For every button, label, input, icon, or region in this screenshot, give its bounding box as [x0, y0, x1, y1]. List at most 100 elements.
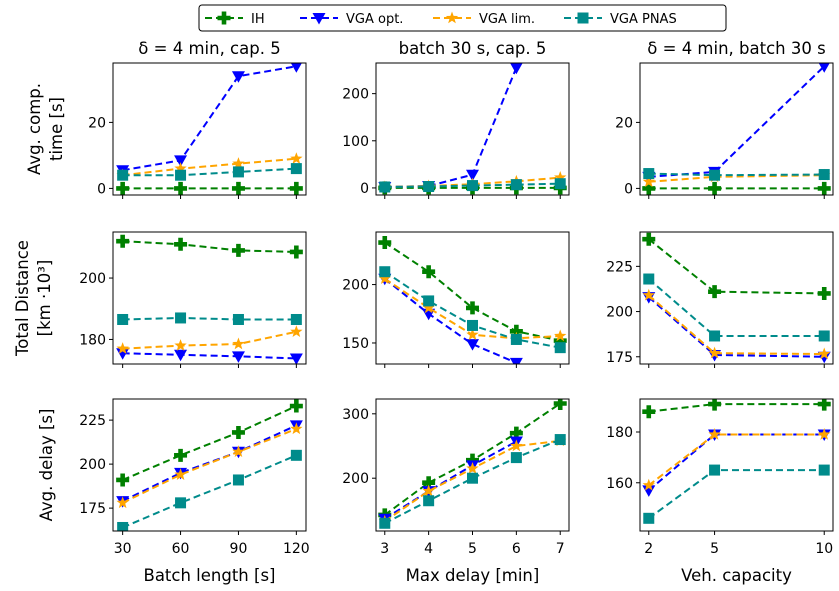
row-label-3-line-1: Avg. delay [s]: [37, 409, 56, 522]
series-line-vga-opt: [384, 440, 517, 520]
x-tick-label: 30: [114, 541, 132, 557]
data-point-vga-lim: [510, 439, 523, 452]
data-point-ih: [289, 181, 303, 195]
legend-label: IH: [251, 12, 265, 27]
series-line-vga-pnas: [648, 172, 825, 177]
data-point-vga-pnas: [554, 434, 566, 446]
y-tick-label: 100: [342, 134, 369, 150]
legend-entry-vga-opt: VGA opt.: [300, 12, 403, 27]
y-tick-label: 0: [624, 181, 633, 197]
data-point-vga-pnas: [467, 319, 478, 331]
y-tick-label: 200: [79, 271, 106, 287]
y-tick-label: 175: [79, 501, 106, 517]
series-group: [116, 63, 303, 195]
y-tick-label: 160: [606, 476, 633, 492]
series-group: [378, 236, 567, 364]
y-tick-label: 0: [97, 181, 106, 197]
axes-frame: [639, 398, 834, 532]
data-point-vga-pnas: [643, 273, 655, 285]
x-tick-label: 7: [556, 541, 565, 557]
data-point-vga-opt: [818, 63, 830, 73]
legend-marker-icon: [445, 11, 459, 24]
panel-r3-c1: 175 200 225 30 60 90 120: [79, 398, 310, 557]
series-group: [378, 399, 567, 529]
y-tick-label: 200: [342, 87, 369, 103]
data-point-vga-pnas: [709, 330, 721, 342]
legend-entry-ih: IH: [205, 11, 265, 27]
series-line-vga-pnas: [122, 316, 297, 321]
legend-entry-vga-lim: VGA lim.: [433, 11, 535, 27]
data-point-vga-pnas: [175, 312, 187, 324]
data-point-vga-pnas: [379, 517, 391, 529]
panel-r1-c3: 0 20: [615, 62, 834, 199]
data-point-ih: [422, 265, 436, 279]
row-label-1-line-2: time [s]: [47, 97, 66, 161]
data-point-ih: [466, 301, 479, 315]
series-line-vga-lim: [384, 176, 561, 188]
data-point-vga-pnas: [554, 178, 566, 190]
data-point-vga-opt: [509, 357, 523, 364]
data-point-ih: [509, 324, 523, 338]
y-tick-label: 225: [606, 259, 633, 275]
data-point-ih: [708, 399, 722, 411]
axes-frame: [639, 231, 834, 365]
data-point-ih: [642, 405, 656, 419]
row-labels: Avg. comp. time [s] Total Distance [km ·10³…: [13, 83, 66, 521]
axes-frame: [112, 398, 307, 532]
data-point-ih: [231, 425, 245, 439]
data-point-vga-opt: [289, 353, 303, 364]
row-label-2-line-1: Total Distance: [13, 240, 32, 357]
column-title-1: δ = 4 min, cap. 5: [138, 39, 280, 58]
legend-label: VGA lim.: [479, 12, 535, 27]
data-point-vga-lim: [466, 328, 479, 341]
series-group: [116, 234, 303, 364]
data-point-vga-pnas: [554, 342, 566, 354]
series-line-vga-lim: [648, 174, 825, 183]
axes-frame: [112, 62, 307, 196]
y-tick-label: 200: [342, 278, 369, 294]
series-line-vga-lim: [648, 433, 825, 487]
x-tick-label: 10: [815, 541, 833, 557]
data-point-vga-pnas: [818, 330, 830, 342]
series-line-vga-lim: [122, 330, 297, 350]
data-point-vga-lim: [174, 468, 187, 480]
data-point-ih: [174, 237, 188, 251]
data-point-ih: [231, 181, 245, 195]
y-tick-label: 20: [88, 115, 106, 131]
data-point-vga-lim: [422, 484, 435, 497]
series-line-ih: [648, 238, 825, 295]
data-point-ih: [708, 181, 722, 195]
data-point-vga-lim: [232, 157, 245, 169]
legend-marker-icon: [217, 11, 231, 25]
data-point-vga-pnas: [423, 495, 435, 507]
data-point-vga-opt: [116, 348, 130, 360]
data-point-vga-pnas: [510, 333, 522, 345]
data-point-vga-pnas: [379, 266, 391, 278]
data-point-ih: [422, 476, 436, 490]
y-tick-label: 200: [342, 471, 369, 487]
series-line-vga-lim: [122, 157, 297, 177]
series-line-vga-opt: [384, 67, 518, 188]
legend-marker-icon: [312, 13, 326, 25]
series-line-vga-pnas: [384, 182, 561, 188]
data-point-ih: [378, 236, 392, 250]
x-tick-label: 90: [230, 541, 248, 557]
data-point-vga-lim: [232, 337, 245, 350]
legend-marker-icon: [577, 12, 589, 24]
data-point-vga-lim: [818, 428, 831, 440]
data-point-vga-opt: [231, 71, 245, 83]
legend: IH VGA opt. VGA lim. VGA PNAS: [198, 4, 727, 32]
data-point-vga-lim: [422, 301, 435, 314]
series-line-vga-opt: [648, 433, 825, 492]
data-point-vga-opt: [817, 351, 831, 364]
data-point-vga-lim: [554, 329, 567, 342]
series-line-vga-pnas: [648, 278, 825, 337]
data-point-vga-pnas: [709, 169, 721, 181]
series-line-ih: [648, 403, 825, 413]
x-tick-label: 3: [380, 541, 389, 557]
column-title-2: batch 30 s, cap. 5: [399, 39, 547, 58]
series-group: [642, 63, 831, 195]
x-tick-label: 60: [172, 541, 190, 557]
data-point-vga-lim: [708, 346, 721, 359]
